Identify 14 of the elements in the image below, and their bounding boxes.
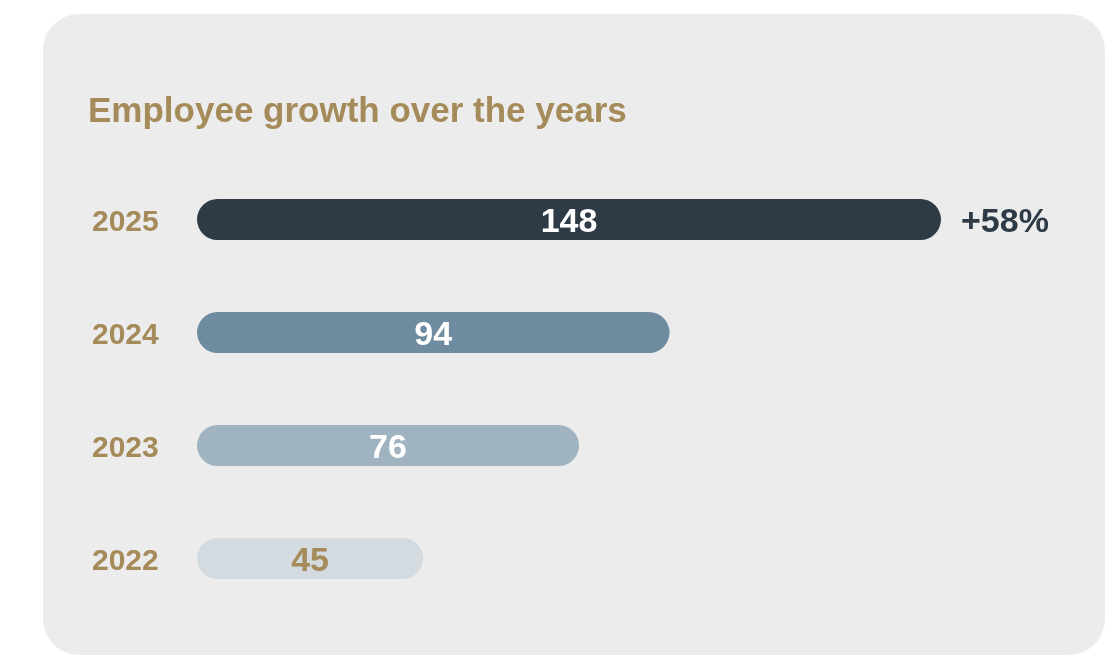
y-tick-label: 2024 — [92, 316, 160, 350]
bar — [197, 538, 424, 579]
data-label: 45 — [291, 539, 330, 578]
chart-title: Employee growth over the years — [88, 90, 627, 130]
data-label: 148 — [540, 200, 598, 239]
data-label: 76 — [369, 426, 407, 465]
y-tick-label: 2025 — [92, 203, 159, 237]
y-tick-label: 2022 — [92, 542, 159, 576]
y-tick-label: 2023 — [92, 429, 159, 463]
data-label: 94 — [414, 313, 453, 352]
bar — [197, 425, 580, 466]
bar — [197, 199, 941, 240]
bar — [197, 312, 670, 353]
annotation: +58% — [961, 200, 1049, 239]
